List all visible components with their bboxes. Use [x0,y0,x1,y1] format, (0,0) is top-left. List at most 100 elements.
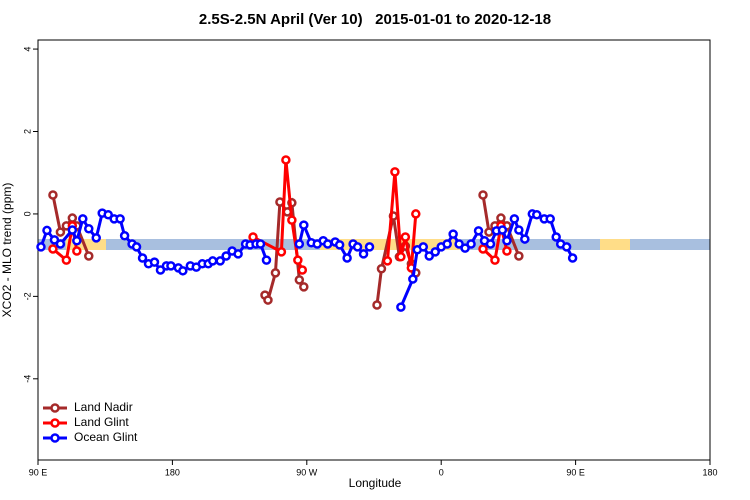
data-point [115,214,125,224]
data-point [215,256,225,266]
y-tick-label: -2 [22,292,32,300]
data-point [408,274,418,284]
data-point [502,235,512,246]
land-band [600,239,630,250]
x-tick-label: 90 W [296,467,318,477]
data-point [514,251,524,261]
data-point [400,232,411,242]
y-axis-title: XCO2 - MLO trend (ppm) [0,183,14,318]
data-point [551,232,561,242]
data-point [299,282,309,292]
data-point [48,190,58,200]
data-point [358,249,369,259]
land-band [66,239,106,250]
y-tick-label: 2 [22,129,32,134]
data-point [91,233,101,243]
data-point [84,251,94,261]
data-point [496,213,506,223]
data-point [207,256,218,266]
legend-label: Ocean Glint [74,430,138,444]
data-point [454,239,464,249]
data-point [342,253,352,263]
data-point [281,155,291,165]
data-point [497,225,508,235]
data-point [276,247,287,257]
data-point [411,209,421,219]
data-point [84,224,94,234]
data-point [567,253,578,263]
data-point [67,225,78,235]
data-point [478,190,488,200]
data-point [299,220,309,230]
legend-marker [50,433,60,443]
data-point [545,214,555,224]
data-point [61,255,72,265]
data-point [382,256,393,266]
data-point [293,255,303,265]
data-point [490,255,500,265]
data-point [49,235,60,245]
data-point [270,268,281,278]
data-point [221,251,231,261]
legend-label: Land Glint [74,415,129,429]
x-tick-label: 180 [165,467,180,477]
data-point [334,240,345,250]
data-point [149,257,160,267]
data-point [514,225,524,235]
x-tick-label: 90 E [566,467,585,477]
data-point [561,242,572,252]
data-point [155,265,166,275]
data-point [78,214,88,224]
y-tick-label: -4 [22,375,32,383]
data-point [473,226,484,236]
legend-label: Land Nadir [74,400,133,414]
data-point [532,210,542,220]
data-point [376,264,387,274]
data-point [36,242,46,252]
x-tick-label: 0 [439,467,444,477]
data-point [233,249,243,259]
data-point [448,229,458,239]
data-point [67,213,78,223]
legend-marker [50,418,60,428]
legend-marker [50,403,60,413]
data-point [502,246,512,256]
data-point [119,231,130,241]
data-point [418,242,429,252]
data-point [131,242,142,252]
data-point [137,253,148,263]
data-point [352,242,363,252]
data-point [178,266,188,276]
data-point [103,210,113,220]
data-point [520,234,530,244]
data-point [364,242,375,252]
y-tick-label: 4 [22,47,32,52]
data-point [42,225,52,236]
data-point [424,251,435,261]
data-point [509,214,520,224]
data-point [294,275,305,285]
data-point [261,255,272,265]
data-point [396,252,406,262]
data-point [48,244,58,254]
data-point [372,300,382,310]
data-point [460,243,470,253]
data-point [396,302,406,312]
data-point [478,244,488,254]
x-tick-label: 180 [702,467,717,477]
data-point [55,227,66,237]
data-point [430,247,440,257]
series-line [51,159,509,271]
data-point [166,261,176,271]
data-point [322,239,333,249]
data-point [466,239,476,249]
data-point [72,235,82,246]
data-point [485,239,496,249]
chart-title: 2.5S-2.5N April (Ver 10) 2015-01-01 to 2… [199,11,551,28]
data-point [442,239,452,249]
x-axis-title: Longitude [349,476,402,490]
data-point [72,246,82,256]
data-point [287,215,297,225]
data-point [484,227,494,237]
